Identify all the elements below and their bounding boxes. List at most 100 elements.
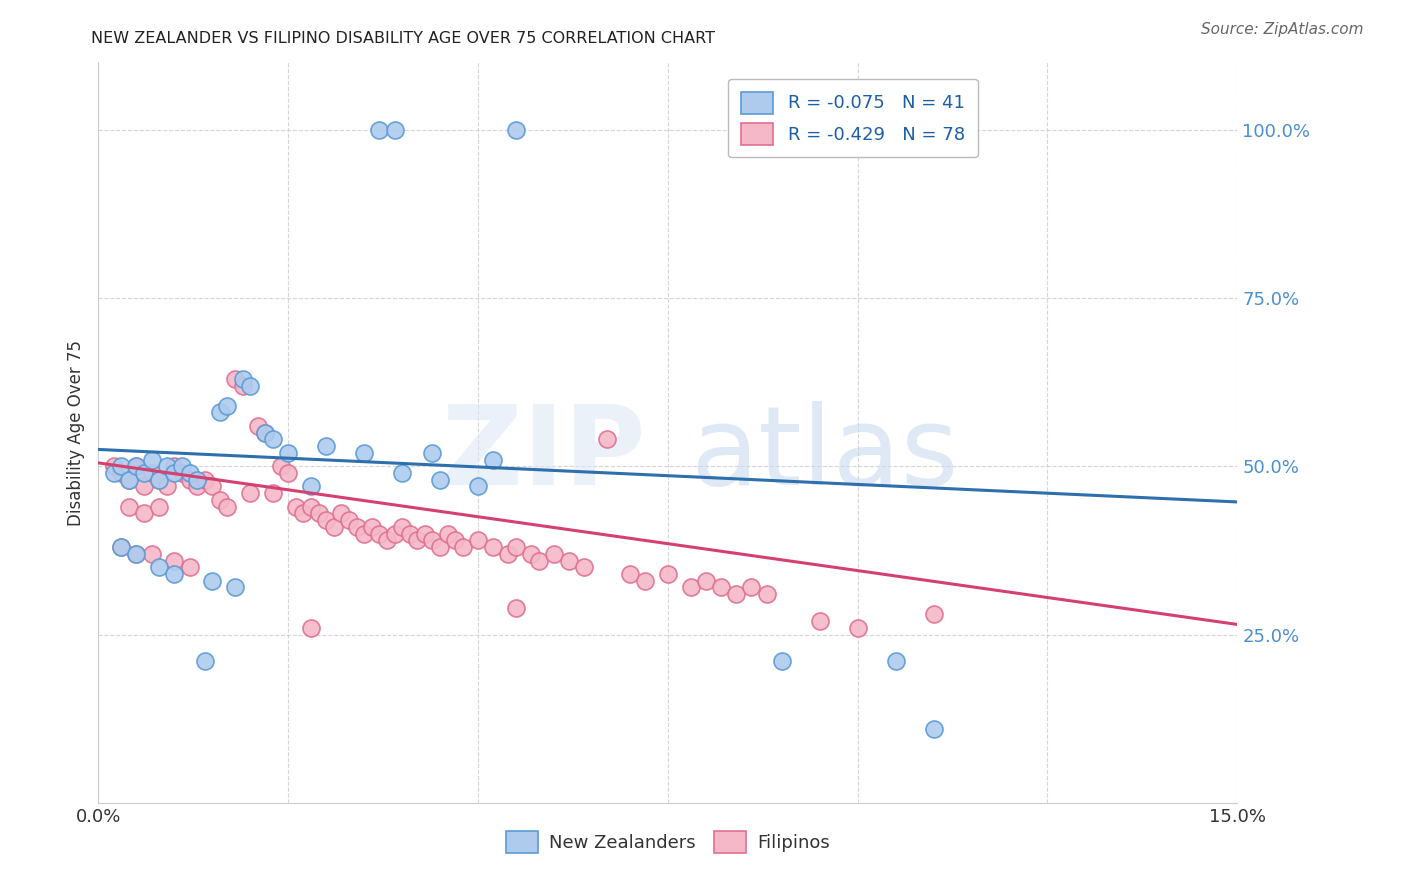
Point xyxy=(574,560,596,574)
Point xyxy=(375,533,398,548)
Point xyxy=(619,566,641,581)
Point xyxy=(657,566,679,581)
Point xyxy=(217,500,239,514)
Point xyxy=(194,655,217,669)
Point xyxy=(270,459,292,474)
Point xyxy=(118,473,141,487)
Point xyxy=(596,433,619,447)
Point xyxy=(315,513,337,527)
Point xyxy=(505,122,527,136)
Point xyxy=(110,540,132,554)
Point xyxy=(132,507,155,521)
Point xyxy=(346,520,368,534)
Point xyxy=(110,540,132,554)
Point xyxy=(163,566,186,581)
Point xyxy=(208,492,231,507)
Point xyxy=(132,466,155,480)
Point xyxy=(125,547,148,561)
Point xyxy=(467,533,489,548)
Point xyxy=(505,540,527,554)
Point xyxy=(163,466,186,480)
Point xyxy=(846,621,869,635)
Point xyxy=(246,418,269,433)
Point xyxy=(141,466,163,480)
Point xyxy=(558,553,581,567)
Point xyxy=(179,473,201,487)
Point xyxy=(179,466,201,480)
Text: NEW ZEALANDER VS FILIPINO DISABILITY AGE OVER 75 CORRELATION CHART: NEW ZEALANDER VS FILIPINO DISABILITY AGE… xyxy=(91,31,716,46)
Point xyxy=(436,526,458,541)
Point xyxy=(444,533,467,548)
Point xyxy=(429,540,451,554)
Point xyxy=(239,378,262,392)
Point xyxy=(156,459,179,474)
Point xyxy=(156,479,179,493)
Point xyxy=(292,507,315,521)
Point xyxy=(277,446,299,460)
Point xyxy=(217,399,239,413)
Point xyxy=(451,540,474,554)
Point xyxy=(308,507,330,521)
Point xyxy=(262,486,284,500)
Point xyxy=(315,439,337,453)
Point xyxy=(118,473,141,487)
Point xyxy=(110,466,132,480)
Point xyxy=(391,466,413,480)
Text: atlas: atlas xyxy=(690,401,959,508)
Legend: New Zealanders, Filipinos: New Zealanders, Filipinos xyxy=(499,824,837,861)
Point xyxy=(194,473,217,487)
Point xyxy=(808,614,831,628)
Point xyxy=(163,553,186,567)
Point xyxy=(391,520,413,534)
Point xyxy=(208,405,231,419)
Point xyxy=(353,526,375,541)
Point xyxy=(384,526,406,541)
Point xyxy=(148,500,170,514)
Point xyxy=(740,581,762,595)
Point xyxy=(163,459,186,474)
Point xyxy=(148,473,170,487)
Point xyxy=(262,433,284,447)
Point xyxy=(413,526,436,541)
Point xyxy=(224,372,246,386)
Point xyxy=(353,446,375,460)
Point xyxy=(179,560,201,574)
Point xyxy=(103,459,125,474)
Point xyxy=(148,473,170,487)
Point xyxy=(679,581,702,595)
Point xyxy=(498,547,520,561)
Point xyxy=(406,533,429,548)
Point xyxy=(118,500,141,514)
Point xyxy=(201,479,224,493)
Point xyxy=(224,581,246,595)
Text: ZIP: ZIP xyxy=(441,401,645,508)
Y-axis label: Disability Age Over 75: Disability Age Over 75 xyxy=(66,340,84,525)
Point xyxy=(543,547,565,561)
Point xyxy=(467,479,489,493)
Point xyxy=(695,574,717,588)
Point xyxy=(429,473,451,487)
Point xyxy=(232,372,254,386)
Point xyxy=(337,513,360,527)
Text: Source: ZipAtlas.com: Source: ZipAtlas.com xyxy=(1201,22,1364,37)
Point xyxy=(125,459,148,474)
Point xyxy=(482,540,505,554)
Point xyxy=(505,600,527,615)
Point xyxy=(103,466,125,480)
Point xyxy=(141,452,163,467)
Point xyxy=(254,425,277,440)
Point xyxy=(239,486,262,500)
Point xyxy=(201,574,224,588)
Point xyxy=(520,547,543,561)
Point xyxy=(232,378,254,392)
Point xyxy=(110,459,132,474)
Point xyxy=(299,479,322,493)
Point xyxy=(922,607,945,622)
Point xyxy=(299,621,322,635)
Point xyxy=(299,500,322,514)
Point xyxy=(710,581,733,595)
Point xyxy=(368,526,391,541)
Point xyxy=(284,500,307,514)
Point xyxy=(170,466,193,480)
Point xyxy=(422,446,444,460)
